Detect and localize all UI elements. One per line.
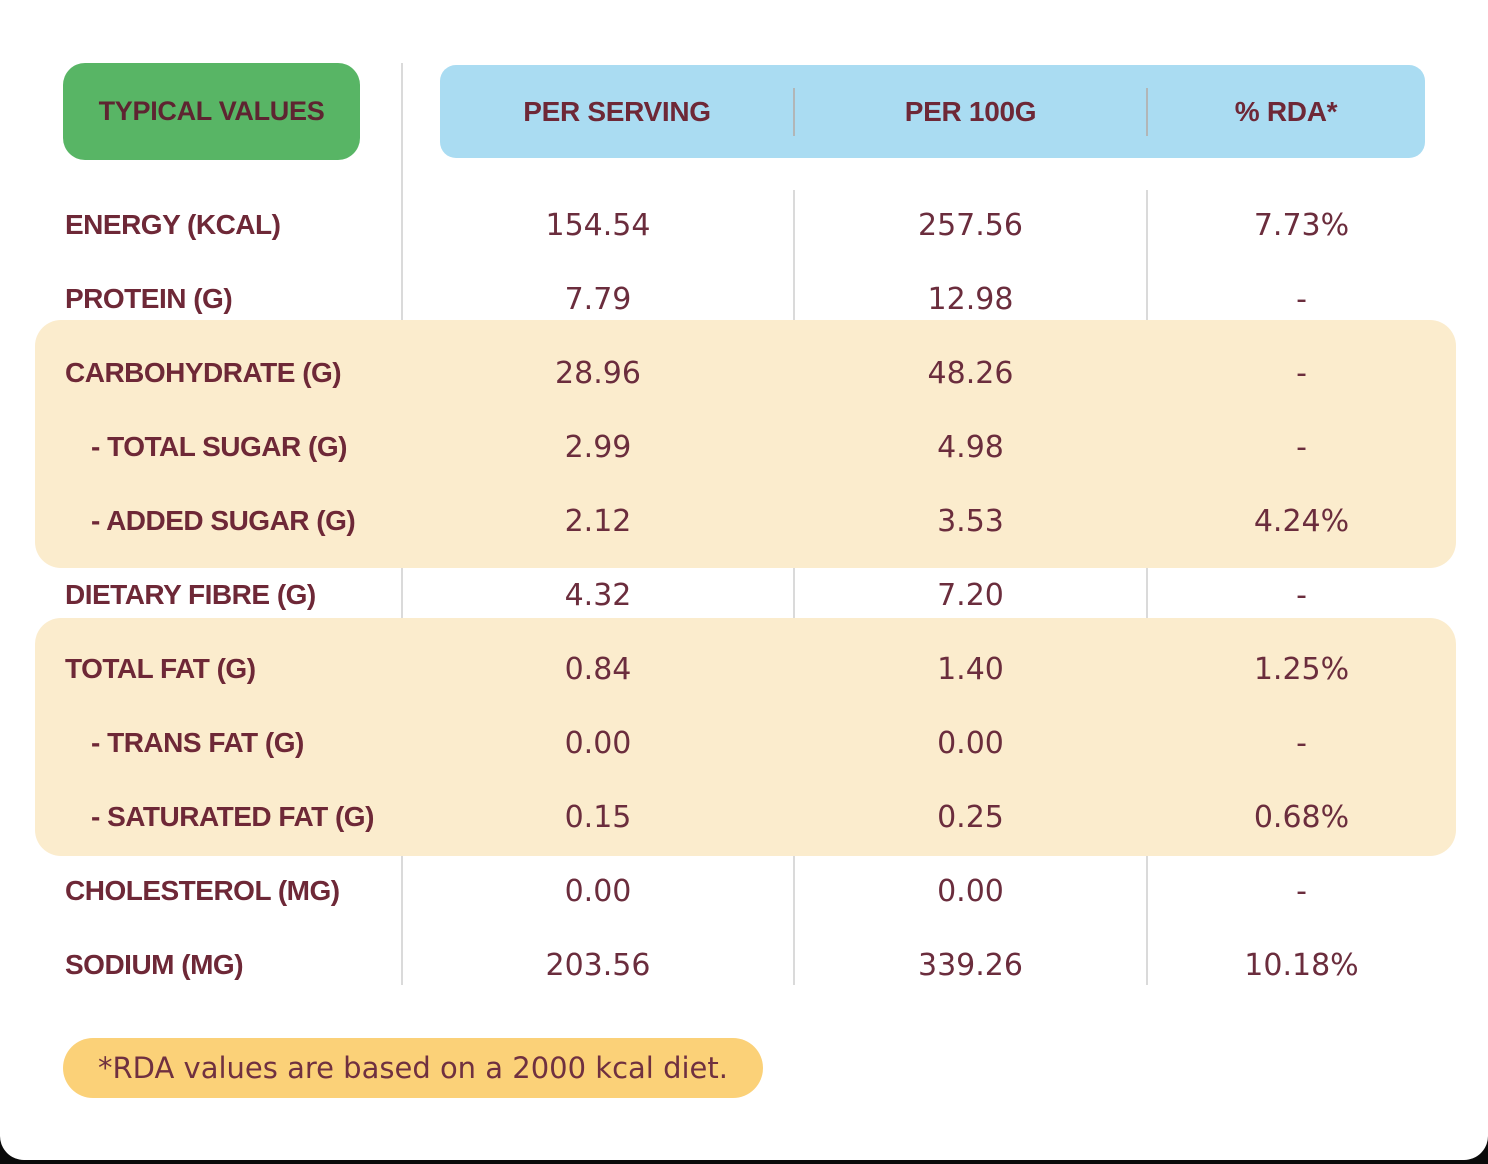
- value-per-serving: 0.15: [564, 799, 632, 835]
- table-header: PER SERVING PER 100G % RDA*: [440, 65, 1425, 158]
- value-rda: 0.68%: [1253, 799, 1350, 835]
- rda-footnote-text: *RDA values are based on a 2000 kcal die…: [98, 1051, 728, 1085]
- value-rda: 10.18%: [1244, 947, 1359, 983]
- highlight-band-fats: [35, 618, 1456, 856]
- table-body: ENERGY (KCAL) 154.54 257.56 7.73% PROTEI…: [35, 188, 1456, 1002]
- table-row-energy: ENERGY (KCAL) 154.54 257.56 7.73%: [35, 188, 1456, 262]
- row-label: CHOLESTEROL (MG): [65, 875, 340, 906]
- value-per-serving: 154.54: [545, 207, 651, 243]
- row-label: PROTEIN (G): [65, 283, 233, 314]
- value-per-100g: 257.56: [918, 207, 1023, 243]
- highlight-band-carbohydrates: [35, 320, 1456, 568]
- value-per-serving: 4.32: [564, 577, 632, 613]
- row-label: - SATURATED FAT (G): [91, 801, 374, 832]
- value-per-100g: 1.40: [937, 651, 1004, 687]
- row-label: TOTAL FAT (G): [65, 653, 256, 684]
- table-row-carbohydrate: CARBOHYDRATE (G) 28.96 48.26 -: [35, 336, 1456, 410]
- table-row-protein: PROTEIN (G) 7.79 12.98 -: [35, 262, 1456, 336]
- rda-footnote: *RDA values are based on a 2000 kcal die…: [63, 1038, 763, 1098]
- value-rda: -: [1296, 429, 1307, 465]
- table-row-dietary-fibre: DIETARY FIBRE (G) 4.32 7.20 -: [35, 558, 1456, 632]
- value-per-serving: 7.79: [564, 281, 632, 317]
- value-per-serving: 2.12: [564, 503, 632, 539]
- value-rda: 4.24%: [1253, 503, 1350, 539]
- table-row-added-sugar: - ADDED SUGAR (G) 2.12 3.53 4.24%: [35, 484, 1456, 558]
- row-label: - TRANS FAT (G): [91, 727, 304, 758]
- table-row-cholesterol: CHOLESTEROL (MG) 0.00 0.00 -: [35, 854, 1456, 928]
- value-per-serving: 2.99: [564, 429, 632, 465]
- value-per-serving: 0.00: [564, 725, 632, 761]
- typical-values-badge: TYPICAL VALUES: [63, 63, 360, 160]
- value-rda: -: [1296, 281, 1307, 317]
- value-per-100g: 12.98: [927, 281, 1014, 317]
- column-header-per-100g: PER 100G: [904, 95, 1037, 127]
- column-header-rda: % RDA*: [1234, 95, 1338, 127]
- row-label: - ADDED SUGAR (G): [91, 505, 356, 536]
- table-row-trans-fat: - TRANS FAT (G) 0.00 0.00 -: [35, 706, 1456, 780]
- header-divider: [1146, 88, 1148, 136]
- value-per-100g: 7.20: [937, 577, 1004, 613]
- value-per-100g: 0.00: [937, 725, 1004, 761]
- value-rda: 7.73%: [1253, 207, 1350, 243]
- table-row-total-sugar: - TOTAL SUGAR (G) 2.99 4.98 -: [35, 410, 1456, 484]
- value-per-100g: 4.98: [937, 429, 1004, 465]
- value-per-serving: 203.56: [545, 947, 651, 983]
- value-per-100g: 48.26: [927, 355, 1014, 391]
- table-row-total-fat: TOTAL FAT (G) 0.84 1.40 1.25%: [35, 632, 1456, 706]
- value-per-100g: 339.26: [918, 947, 1023, 983]
- row-label: DIETARY FIBRE (G): [65, 579, 316, 610]
- header-divider: [793, 88, 795, 136]
- column-header-per-serving: PER SERVING: [523, 95, 711, 127]
- column-divider: [1146, 190, 1148, 985]
- value-per-serving: 0.84: [564, 651, 632, 687]
- value-rda: 1.25%: [1253, 651, 1350, 687]
- row-label: SODIUM (MG): [65, 949, 244, 980]
- typical-values-label: TYPICAL VALUES: [98, 96, 325, 126]
- value-rda: -: [1296, 873, 1307, 909]
- table-row-sodium: SODIUM (MG) 203.56 339.26 10.18%: [35, 928, 1456, 1002]
- value-per-serving: 0.00: [564, 873, 632, 909]
- row-label: - TOTAL SUGAR (G): [91, 431, 347, 462]
- value-per-serving: 28.96: [555, 355, 641, 391]
- value-per-100g: 0.25: [937, 799, 1004, 835]
- value-per-100g: 0.00: [937, 873, 1004, 909]
- value-rda: -: [1296, 355, 1307, 391]
- column-divider: [793, 190, 795, 985]
- row-label: ENERGY (KCAL): [65, 209, 281, 240]
- table-row-saturated-fat: - SATURATED FAT (G) 0.15 0.25 0.68%: [35, 780, 1456, 854]
- value-rda: -: [1296, 725, 1307, 761]
- value-rda: -: [1296, 577, 1307, 613]
- row-label: CARBOHYDRATE (G): [65, 357, 342, 388]
- value-per-100g: 3.53: [937, 503, 1004, 539]
